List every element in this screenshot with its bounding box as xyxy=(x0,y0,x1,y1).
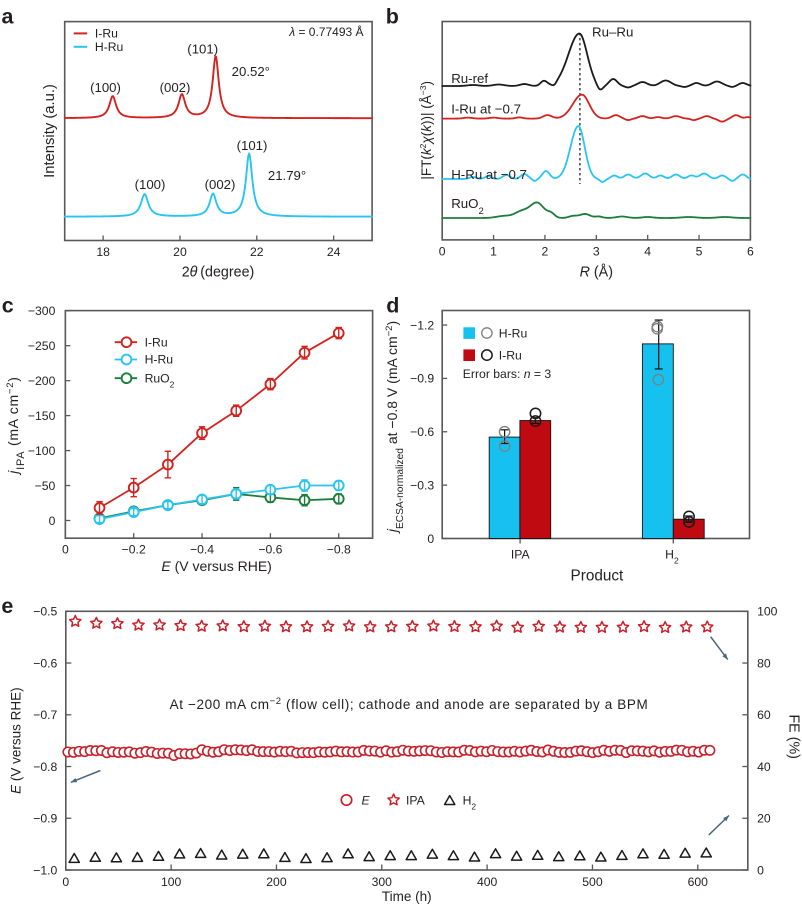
svg-text:IPA: IPA xyxy=(406,793,426,807)
svg-text:0: 0 xyxy=(62,543,69,557)
svg-text:200: 200 xyxy=(266,875,287,889)
svg-text:H-Ru: H-Ru xyxy=(499,326,527,340)
svg-text:Ru-ref: Ru-ref xyxy=(451,71,488,86)
svg-text:400: 400 xyxy=(477,875,498,889)
svg-text:−0.6: −0.6 xyxy=(33,656,57,670)
svg-text:−0.6: −0.6 xyxy=(410,425,434,439)
svg-text:(101): (101) xyxy=(187,42,218,57)
svg-text:0: 0 xyxy=(757,863,764,877)
svg-text:0: 0 xyxy=(62,875,69,889)
svg-text:20: 20 xyxy=(173,245,187,259)
svg-text:−300: −300 xyxy=(28,304,56,318)
svg-text:1: 1 xyxy=(490,244,497,258)
svg-text:At −200 mA cm−2 (flow cell); c: At −200 mA cm−2 (flow cell); cathode and… xyxy=(170,695,649,712)
svg-text:0: 0 xyxy=(427,532,434,546)
svg-text:(100): (100) xyxy=(90,80,121,95)
svg-text:−0.9: −0.9 xyxy=(33,812,57,826)
svg-text:Ru–Ru: Ru–Ru xyxy=(592,25,633,40)
svg-text:Intensity (a.u.): Intensity (a.u.) xyxy=(42,84,58,178)
svg-text:c: c xyxy=(2,294,14,318)
svg-text:b: b xyxy=(386,5,399,29)
svg-text:20.52°: 20.52° xyxy=(232,64,270,79)
svg-text:a: a xyxy=(2,4,15,28)
svg-text:40: 40 xyxy=(757,760,771,774)
svg-text:I-Ru: I-Ru xyxy=(499,348,522,362)
svg-text:5: 5 xyxy=(696,244,703,258)
svg-text:Product: Product xyxy=(571,568,624,585)
svg-text:2: 2 xyxy=(542,244,549,258)
svg-text:E: E xyxy=(362,793,371,807)
svg-text:2θ (degree): 2θ (degree) xyxy=(182,264,255,280)
svg-text:−0.9: −0.9 xyxy=(410,372,434,386)
svg-text:21.79°: 21.79° xyxy=(268,168,306,183)
svg-text:|FT(k2χ(k))| (Å−3): |FT(k2χ(k))| (Å−3) xyxy=(418,81,434,180)
svg-text:−0.6: −0.6 xyxy=(258,543,282,557)
svg-text:−0.8: −0.8 xyxy=(327,543,351,557)
svg-text:H-Ru at −0.7: H-Ru at −0.7 xyxy=(451,167,527,182)
svg-text:e: e xyxy=(1,594,13,618)
svg-text:I-Ru at −0.7: I-Ru at −0.7 xyxy=(451,101,521,116)
svg-text:FE (%): FE (%) xyxy=(785,714,801,758)
svg-text:−0.3: −0.3 xyxy=(410,478,434,492)
svg-text:60: 60 xyxy=(757,708,771,722)
svg-text:−200: −200 xyxy=(28,374,56,388)
svg-text:−0.8: −0.8 xyxy=(33,760,57,774)
svg-text:E (V versus RHE): E (V versus RHE) xyxy=(161,558,271,574)
svg-text:3: 3 xyxy=(593,244,600,258)
svg-text:−50: −50 xyxy=(35,479,56,493)
svg-text:22: 22 xyxy=(250,245,264,259)
svg-text:R (Å): R (Å) xyxy=(580,263,613,280)
svg-text:80: 80 xyxy=(757,656,771,670)
svg-text:−150: −150 xyxy=(28,409,56,423)
svg-text:0: 0 xyxy=(439,244,446,258)
svg-text:−0.2: −0.2 xyxy=(122,543,146,557)
svg-text:(002): (002) xyxy=(160,80,191,95)
svg-text:Error bars: n = 3: Error bars: n = 3 xyxy=(463,367,552,381)
svg-text:100: 100 xyxy=(161,875,182,889)
svg-text:I-Ru: I-Ru xyxy=(145,335,168,349)
svg-text:H-Ru: H-Ru xyxy=(95,40,123,54)
svg-text:24: 24 xyxy=(327,245,341,259)
svg-text:600: 600 xyxy=(688,875,709,889)
svg-text:(101): (101) xyxy=(237,138,268,153)
svg-text:I-Ru: I-Ru xyxy=(95,27,118,41)
svg-text:d: d xyxy=(386,293,399,317)
svg-text:IPA: IPA xyxy=(511,548,531,562)
svg-text:λ = 0.77493 Å: λ = 0.77493 Å xyxy=(288,24,363,39)
svg-text:(002): (002) xyxy=(205,177,236,192)
svg-text:6: 6 xyxy=(747,244,754,258)
svg-text:4: 4 xyxy=(644,244,651,258)
svg-text:500: 500 xyxy=(582,875,603,889)
svg-text:100: 100 xyxy=(757,605,778,619)
svg-text:RuO2: RuO2 xyxy=(145,371,175,389)
svg-text:−1.2: −1.2 xyxy=(410,318,434,332)
svg-text:0: 0 xyxy=(49,514,56,528)
svg-text:18: 18 xyxy=(96,245,110,259)
svg-text:−1.0: −1.0 xyxy=(33,863,57,877)
svg-text:H-Ru: H-Ru xyxy=(145,353,173,367)
svg-text:−250: −250 xyxy=(28,339,56,353)
svg-text:−0.4: −0.4 xyxy=(190,543,214,557)
svg-text:E (V versus RHE): E (V versus RHE) xyxy=(9,687,24,794)
svg-text:−0.7: −0.7 xyxy=(33,708,57,722)
svg-text:(100): (100) xyxy=(135,177,166,192)
svg-text:−0.5: −0.5 xyxy=(33,605,57,619)
svg-text:Time (h): Time (h) xyxy=(382,889,432,904)
svg-text:20: 20 xyxy=(757,812,771,826)
svg-text:−100: −100 xyxy=(28,444,56,458)
svg-text:300: 300 xyxy=(372,875,393,889)
